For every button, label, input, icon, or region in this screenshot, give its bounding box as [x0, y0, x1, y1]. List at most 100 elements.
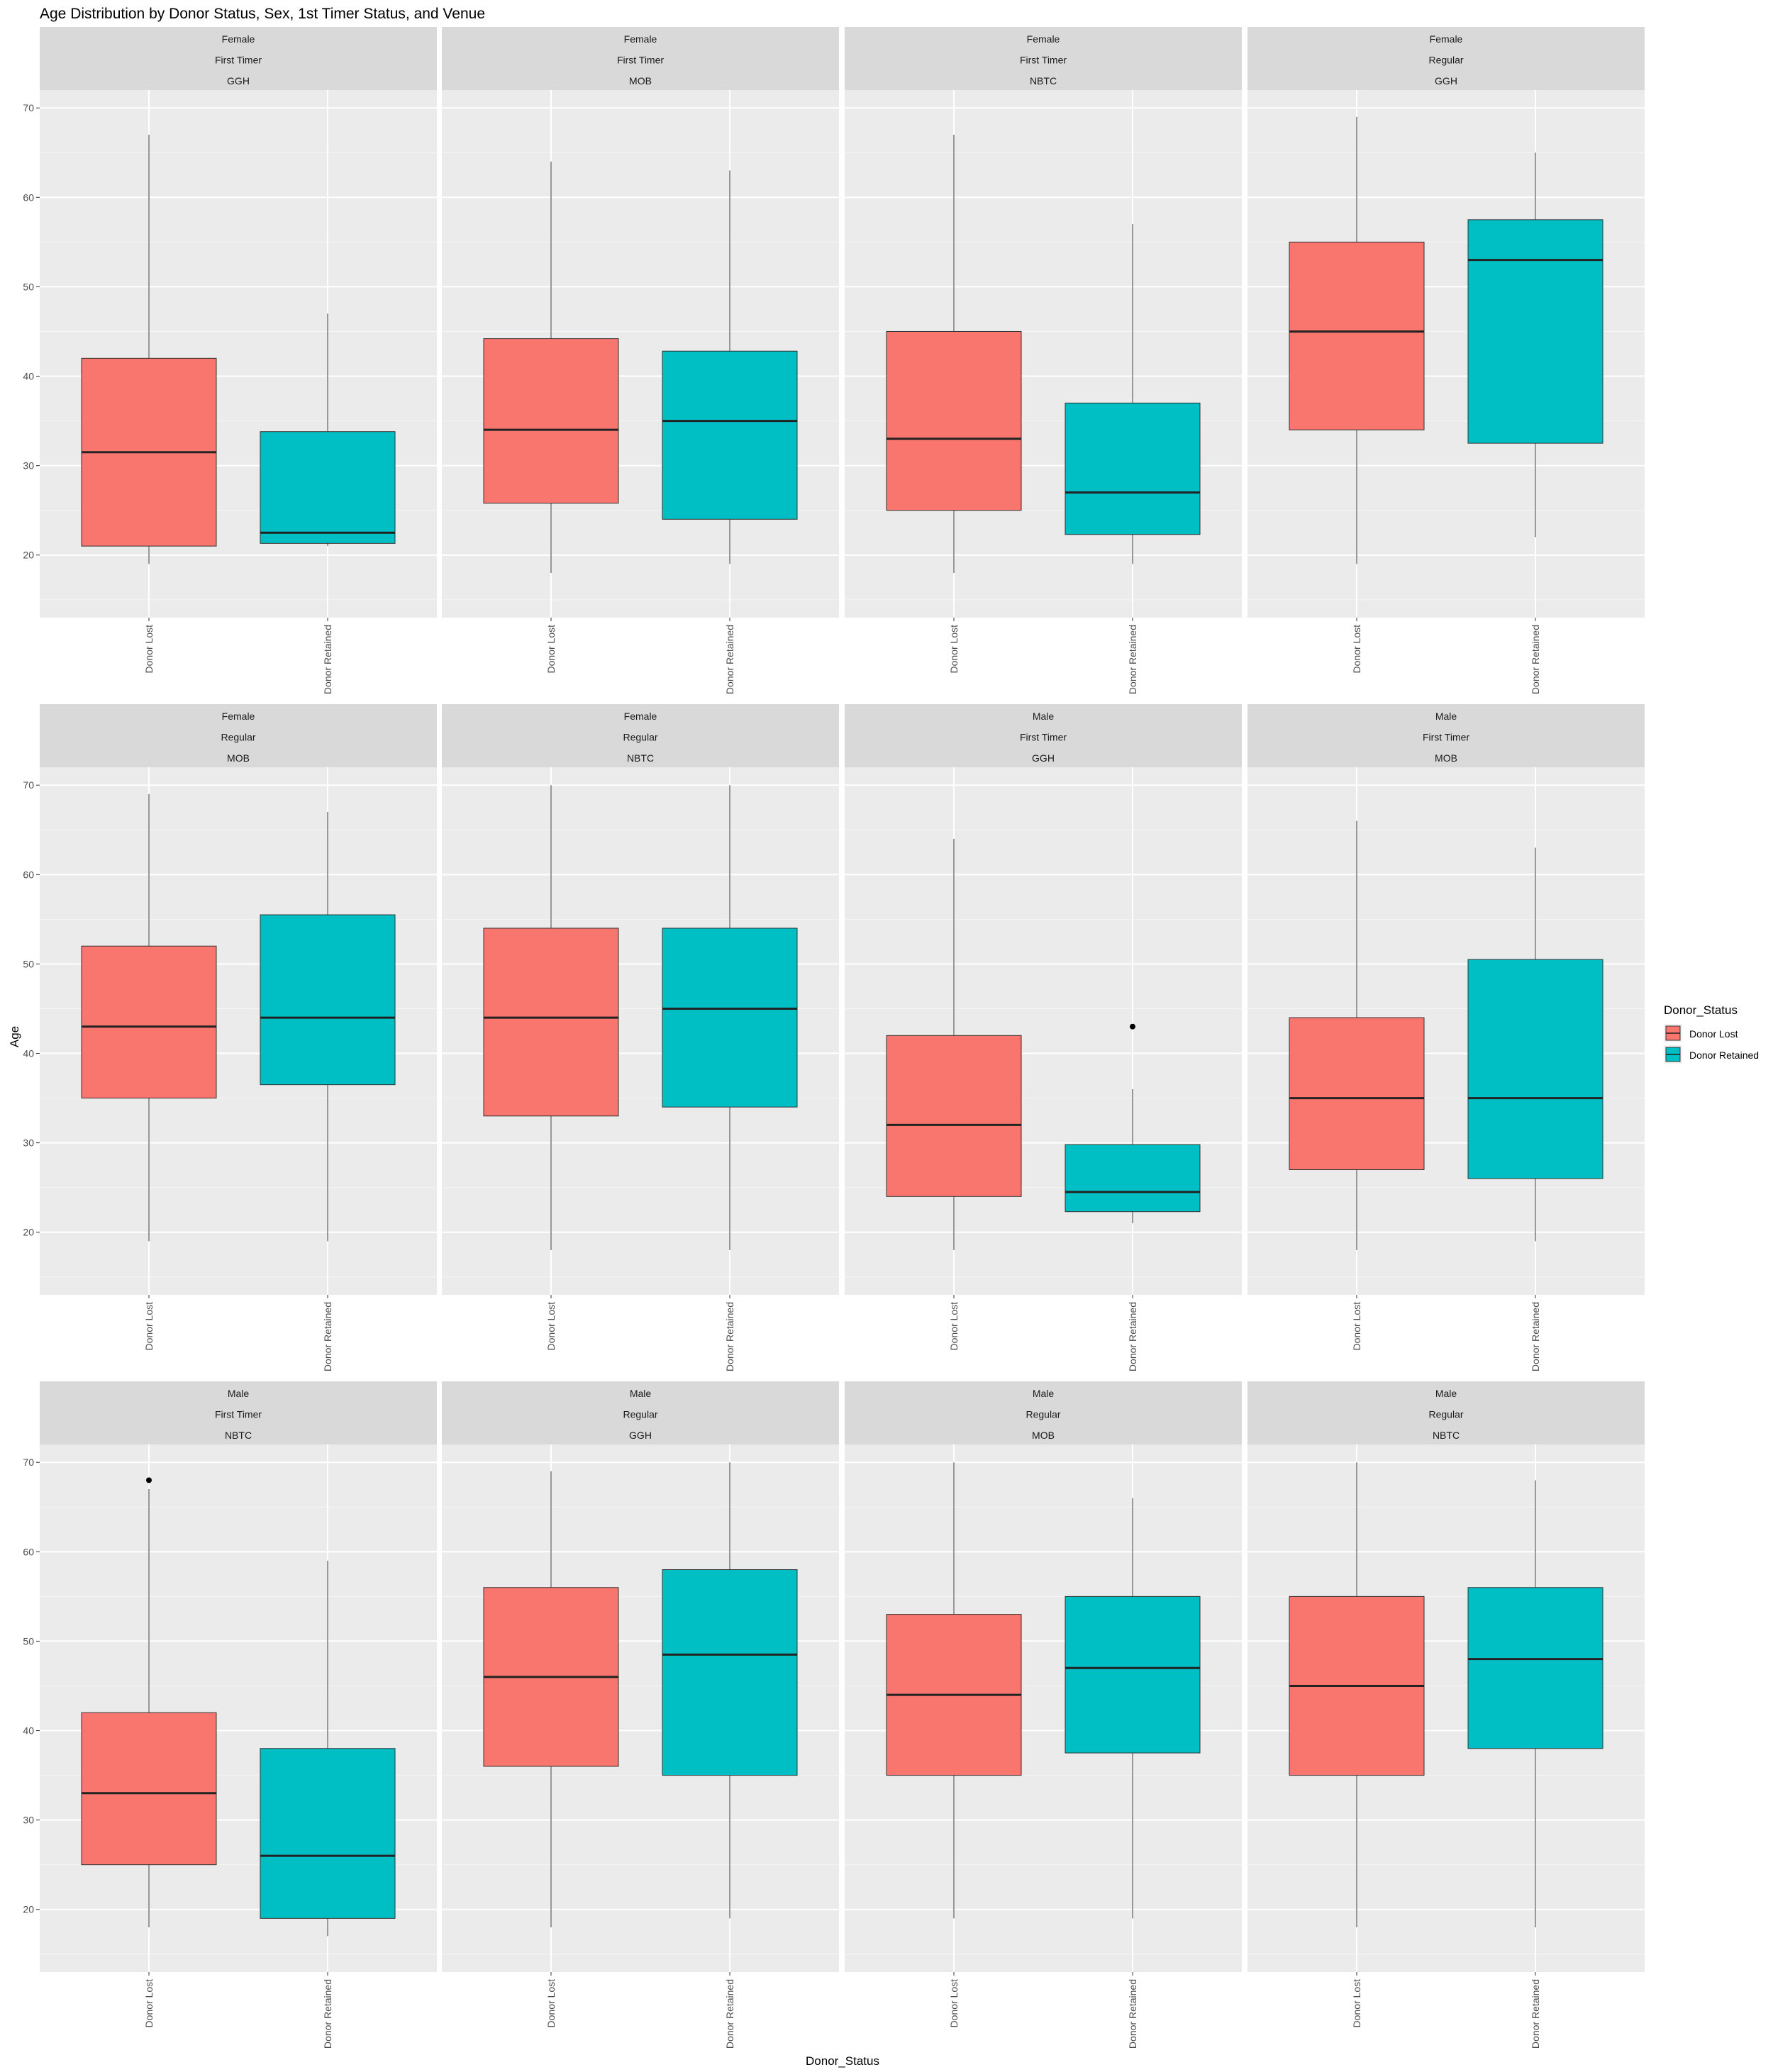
facet-strip-label: First Timer [617, 55, 664, 66]
box-donor-lost [483, 161, 619, 573]
legend-label: Donor Lost [1689, 1028, 1738, 1040]
facet-strip-label: Regular [1428, 55, 1463, 66]
y-tick-label: 40 [23, 371, 34, 382]
x-tick-label: Donor Lost [1351, 625, 1362, 674]
x-tick-label: Donor Retained [1127, 1979, 1138, 2049]
y-tick-label: 20 [23, 1904, 34, 1915]
facet-strip-label: MOB [629, 75, 652, 87]
box-iqr [81, 945, 217, 1099]
x-tick-label: Donor Lost [143, 1979, 155, 2028]
box-iqr [662, 350, 798, 520]
facet-strip-label: Female [624, 33, 657, 45]
x-tick-label: Donor Lost [545, 1302, 557, 1351]
facet-strip [442, 27, 839, 90]
y-tick-label: 60 [23, 1546, 34, 1557]
facet-strip-label: Male [630, 1388, 652, 1399]
facet-panel: Male First Timer MOB Donor Lost Donor Retain… [1247, 704, 1645, 1371]
outlier-point [146, 1477, 152, 1483]
facet-strip-label: Female [1027, 33, 1060, 45]
box-donor-lost [886, 135, 1022, 573]
x-axis-title: Donor_Status [806, 2054, 879, 2068]
facet-panel: Female First Timer MOB Donor Lost Donor Reta… [442, 27, 839, 694]
facet-strip-label: Regular [1428, 1409, 1463, 1420]
box-donor-retained [1467, 847, 1604, 1242]
facet-panel: Female Regular MOB 20 30 40 50 60 70 Donor Lost Do… [23, 704, 437, 1371]
y-tick-label: 70 [23, 1456, 34, 1468]
facet-panel: Male Regular GGH Donor Lost Donor Retained [442, 1381, 839, 2049]
facet-strip-label: NBTC [1030, 75, 1057, 87]
box-iqr [1065, 1144, 1201, 1213]
facet-strip-label: GGH [1032, 752, 1055, 764]
y-tick-label: 70 [23, 102, 34, 113]
box-donor-retained [1065, 1498, 1201, 1919]
y-tick-label: 40 [23, 1048, 34, 1059]
facet-strip-label: Female [222, 33, 255, 45]
box-donor-retained [1467, 1480, 1604, 1927]
facet-strip-label: Male [1033, 711, 1055, 722]
box-iqr [1467, 1587, 1604, 1749]
x-tick-label: Donor Retained [1530, 1302, 1541, 1371]
box-iqr [260, 431, 396, 544]
box-iqr [886, 1035, 1022, 1197]
facet-panel: Male First Timer GGH Donor Lost Donor Retain… [845, 704, 1242, 1371]
facet-panel: Male Regular NBTC Donor Lost Donor Retained [1247, 1381, 1645, 2049]
facet-panel: Female First Timer NBTC Donor Lost Donor Ret… [845, 27, 1242, 694]
facet-strip-label: First Timer [215, 1409, 262, 1420]
box-donor-lost [886, 1462, 1022, 1919]
facet-panel: Male First Timer NBTC 20 30 40 50 60 70 Donor Los… [23, 1381, 437, 2049]
outlier-point [1130, 1023, 1135, 1030]
facet-strip-label: First Timer [1020, 732, 1067, 743]
facet-strip-label: NBTC [225, 1430, 252, 1441]
facet-strip [442, 704, 839, 767]
x-tick-label: Donor Retained [1530, 625, 1541, 694]
facet-strip-label: First Timer [215, 55, 262, 66]
box-iqr [662, 928, 798, 1108]
facet-strip-label: MOB [227, 752, 250, 764]
y-tick-label: 60 [23, 869, 34, 880]
box-iqr [1065, 1595, 1201, 1754]
box-donor-lost [81, 135, 217, 564]
facet-strip-label: Regular [221, 732, 255, 743]
box-iqr [81, 1712, 217, 1866]
facet-strip-label: First Timer [1020, 55, 1067, 66]
facet-strip-label: Male [1435, 711, 1457, 722]
y-tick-label: 30 [23, 460, 34, 472]
facet-grid: Female First Timer GGH 20 30 40 50 60 70 Donor Lo… [23, 27, 1645, 2049]
box-donor-retained [260, 313, 396, 547]
box-iqr [1289, 1017, 1425, 1170]
x-tick-label: Donor Retained [724, 1979, 735, 2049]
facet-strip [1247, 1381, 1645, 1444]
box-donor-retained [662, 785, 798, 1250]
box-donor-lost [1289, 116, 1425, 564]
box-donor-retained [260, 812, 396, 1242]
facet-strip-label: Male [228, 1388, 250, 1399]
facet-strip-label: Regular [623, 1409, 657, 1420]
facet-panel: Female Regular GGH Donor Lost Donor Retained [1247, 27, 1645, 694]
facet-strip-label: Male [1435, 1388, 1457, 1399]
box-iqr [662, 1569, 798, 1776]
box-iqr [483, 338, 619, 504]
box-iqr [260, 914, 396, 1086]
facet-strip [845, 704, 1242, 767]
x-tick-label: Donor Retained [1127, 625, 1138, 694]
facet-strip [40, 1381, 437, 1444]
y-tick-label: 40 [23, 1725, 34, 1737]
legend-label: Donor Retained [1689, 1049, 1759, 1061]
box-iqr [483, 928, 619, 1117]
facet-strip-label: Regular [623, 732, 657, 743]
y-axis-title: Age [8, 1026, 21, 1047]
box-donor-retained [1467, 152, 1604, 538]
y-tick-label: 50 [23, 958, 34, 969]
box-donor-lost [1289, 1462, 1425, 1927]
facet-strip-label: MOB [1032, 1430, 1055, 1441]
x-tick-label: Donor Retained [322, 1302, 333, 1371]
facet-strip-label: MOB [1435, 752, 1457, 764]
legend-title: Donor_Status [1664, 1003, 1738, 1017]
x-tick-label: Donor Lost [143, 1302, 155, 1351]
facet-strip-label: Male [1033, 1388, 1055, 1399]
box-donor-retained [1065, 224, 1201, 564]
box-donor-lost [483, 785, 619, 1250]
y-tick-label: 30 [23, 1137, 34, 1149]
facet-strip [845, 27, 1242, 90]
